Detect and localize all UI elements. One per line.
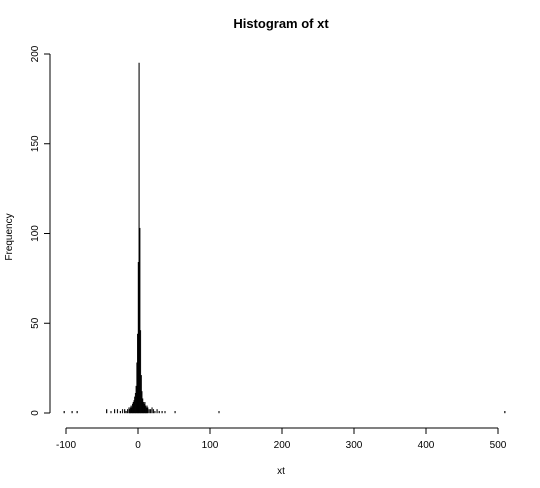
histogram-bar-40	[150, 409, 152, 414]
x-tick-label: 200	[274, 440, 291, 451]
histogram-bar-11	[126, 409, 129, 414]
x-tick-label: 100	[202, 440, 219, 451]
histogram-bar-5	[114, 409, 116, 414]
x-tick-label: 500	[490, 440, 507, 451]
histogram-bar-41	[151, 407, 153, 414]
y-tick-label: 100	[30, 225, 41, 242]
histogram-bar-48	[174, 411, 176, 414]
histogram-bar-39	[148, 409, 150, 414]
histogram-bar-10	[125, 411, 127, 414]
y-axis-label: Frequency	[4, 213, 15, 260]
histogram-bar-49	[218, 411, 220, 414]
x-tick-label: 0	[135, 440, 141, 451]
histogram-bar-50	[504, 411, 506, 414]
y-axis: 0 50 100 150 200	[30, 45, 51, 416]
histogram-bar-27	[139, 227, 141, 414]
histogram-bar-2	[76, 411, 78, 414]
y-tick-label: 50	[30, 317, 41, 329]
y-tick-label: 200	[30, 45, 41, 62]
histogram-bar-45	[158, 411, 160, 414]
x-axis: -100 0 100 200 300 400 500	[56, 427, 507, 451]
histogram-bar-43	[154, 411, 156, 414]
histogram-bar-42	[152, 409, 155, 414]
x-tick-label: -100	[56, 440, 76, 451]
histogram-bars	[63, 62, 506, 414]
histogram-bar-0	[63, 411, 65, 414]
histogram-bar-28	[139, 330, 142, 414]
histogram-bar-46	[161, 411, 163, 414]
histogram-bar-1	[71, 411, 73, 414]
histogram-bar-44	[156, 409, 158, 414]
histogram-bar-3	[106, 409, 108, 414]
y-tick-label: 0	[30, 410, 41, 416]
y-tick-label: 150	[30, 135, 41, 152]
histogram-bar-47	[164, 411, 166, 414]
histogram-bar-9	[124, 409, 126, 414]
histogram-bar-8	[121, 409, 124, 414]
histogram-bar-38	[147, 407, 149, 414]
chart-title: Histogram of xt	[233, 16, 329, 31]
histogram-bar-4	[110, 411, 112, 414]
x-axis-label: xt	[277, 466, 285, 477]
x-tick-label: 400	[418, 440, 435, 451]
x-tick-label: 300	[346, 440, 363, 451]
histogram-bar-6	[116, 409, 119, 414]
histogram-bar-7	[119, 411, 121, 414]
